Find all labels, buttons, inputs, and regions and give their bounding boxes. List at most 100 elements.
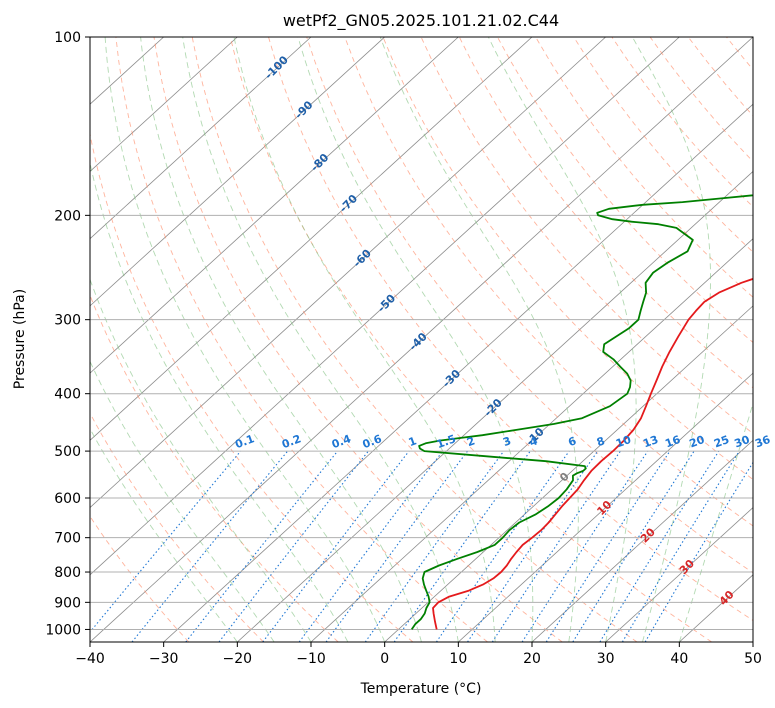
dry-adiabat-line bbox=[306, 37, 753, 574]
y-tick-label: 700 bbox=[54, 531, 81, 547]
mixing-ratio-label: 20 bbox=[688, 433, 707, 451]
moist-adiabat-line bbox=[90, 427, 238, 642]
mixing-ratio-label: 6 bbox=[567, 434, 579, 449]
isotherm-line bbox=[605, 507, 753, 642]
y-tick-label: 800 bbox=[54, 565, 81, 581]
moist-adiabat-line bbox=[233, 37, 496, 642]
moist-adiabat-line bbox=[297, 37, 534, 642]
mixing-ratio-line bbox=[435, 450, 570, 642]
moist-adiabat-line bbox=[379, 37, 579, 642]
isotherm-line bbox=[90, 37, 312, 240]
pressure-gridlines bbox=[90, 37, 753, 630]
y-tick-label: 300 bbox=[54, 313, 81, 329]
y-tick-label: 500 bbox=[54, 444, 81, 460]
dry-adiabat-line bbox=[497, 37, 753, 344]
mixing-ratio-label: 1 bbox=[407, 434, 419, 449]
isotherm-line bbox=[90, 37, 533, 441]
isotherm-line bbox=[90, 37, 680, 576]
dewpoint-line bbox=[410, 194, 753, 630]
temperature-line bbox=[432, 277, 753, 630]
moist-adiabat-line bbox=[90, 360, 275, 642]
mixing-ratio-line bbox=[262, 450, 410, 642]
isotherm-line bbox=[752, 641, 753, 642]
moist-adiabat-line bbox=[632, 37, 711, 642]
dry-adiabat-line bbox=[458, 37, 753, 389]
y-tick-label: 1000 bbox=[45, 622, 81, 638]
x-tick-label: −10 bbox=[296, 651, 326, 667]
y-tick-label: 400 bbox=[54, 387, 81, 403]
isotherm-line bbox=[90, 37, 606, 509]
mixing-ratio-label: 4 bbox=[528, 434, 540, 449]
x-tick-label: 50 bbox=[744, 651, 762, 667]
y-tick-label: 900 bbox=[54, 595, 81, 611]
mixing-ratio-line bbox=[90, 450, 242, 633]
mixing-ratio-line bbox=[131, 450, 289, 642]
mixing-ratio-label: 13 bbox=[641, 433, 660, 450]
y-tick-label: 100 bbox=[54, 30, 81, 46]
isotherm-line bbox=[237, 170, 753, 642]
isotherm-line bbox=[90, 37, 238, 172]
dry-adiabat-line bbox=[765, 37, 775, 642]
mixing-ratio-label: 30 bbox=[733, 433, 752, 451]
mixing-ratio-line bbox=[185, 450, 339, 642]
moist-adiabat-line bbox=[140, 37, 422, 642]
mixing-ratio-label: 0.2 bbox=[280, 432, 303, 451]
x-axis: −40 −30 −20 −10 0 10 20 30 40 50 bbox=[75, 642, 762, 667]
mixing-ratio-label: 16 bbox=[663, 433, 682, 451]
mixing-ratio-line bbox=[393, 450, 531, 642]
plot-frame bbox=[89, 36, 754, 643]
y-axis-title: Pressure (hPa) bbox=[12, 289, 28, 389]
dry-adiabat-line bbox=[90, 131, 414, 642]
mixing-ratio-label: 0.1 bbox=[233, 432, 256, 451]
y-axis: 100 200 300 400 500 600 700 800 900 1000 bbox=[45, 30, 90, 638]
isotherm-line bbox=[458, 372, 753, 642]
moist-adiabat-line bbox=[90, 278, 312, 642]
mixing-ratio-label: 2 bbox=[465, 434, 477, 449]
x-tick-label: −20 bbox=[223, 651, 253, 667]
dry-adiabat-line bbox=[344, 37, 753, 527]
x-tick-label: 30 bbox=[597, 651, 615, 667]
mixing-ratio-label: 0.4 bbox=[330, 432, 353, 451]
line-labels: 010203040-100-90-80-70-60-50-40-30-20-10… bbox=[233, 53, 772, 608]
mixing-ratio-line bbox=[491, 450, 621, 642]
x-tick-label: 0 bbox=[380, 651, 389, 667]
mixing-ratio-line bbox=[572, 450, 695, 642]
x-tick-label: −40 bbox=[75, 651, 105, 667]
dry-adiabat-line bbox=[90, 515, 190, 642]
dry-adiabat-line bbox=[268, 37, 753, 621]
mixing-ratio-line bbox=[298, 450, 444, 642]
isotherm-line bbox=[310, 238, 753, 642]
background-lines bbox=[90, 37, 775, 642]
mixing-ratio-line bbox=[325, 450, 468, 642]
isotherm-line bbox=[90, 37, 459, 374]
isotherm-line bbox=[531, 439, 753, 642]
mixing-ratio-line bbox=[521, 450, 649, 642]
mixing-ratio-label: 3 bbox=[501, 434, 513, 449]
mixing-ratio-line bbox=[467, 450, 599, 642]
x-tick-label: 20 bbox=[523, 651, 541, 667]
dry-adiabat-line bbox=[90, 412, 264, 642]
mixing-ratio-label: 25 bbox=[712, 433, 731, 450]
dry-adiabat-line bbox=[191, 37, 638, 642]
mixing-ratio-label: 0.6 bbox=[361, 432, 384, 451]
isotherm-line bbox=[90, 37, 385, 307]
y-tick-label: 200 bbox=[54, 208, 81, 224]
dry-adiabat-line bbox=[229, 37, 712, 642]
y-tick-label: 600 bbox=[54, 491, 81, 507]
mixing-ratio-line bbox=[545, 450, 671, 642]
mixing-ratio-label: 8 bbox=[595, 434, 607, 449]
mixing-ratio-line bbox=[621, 450, 740, 642]
moist-adiabat-line bbox=[678, 402, 753, 642]
chart-title: wetPf2_GN05.2025.101.21.02.C44 bbox=[283, 11, 559, 31]
mixing-ratio-label: 10 bbox=[614, 433, 633, 451]
x-tick-label: 40 bbox=[670, 651, 688, 667]
x-axis-title: Temperature (°C) bbox=[360, 681, 482, 697]
x-tick-label: −30 bbox=[149, 651, 179, 667]
moist-adiabat-line bbox=[104, 37, 386, 642]
moist-adiabat-line bbox=[487, 37, 637, 642]
x-tick-label: 10 bbox=[449, 651, 467, 667]
sounding-profiles bbox=[410, 194, 753, 630]
mixing-ratio-label: 36 bbox=[753, 433, 772, 451]
moist-adiabat-line bbox=[182, 37, 459, 642]
